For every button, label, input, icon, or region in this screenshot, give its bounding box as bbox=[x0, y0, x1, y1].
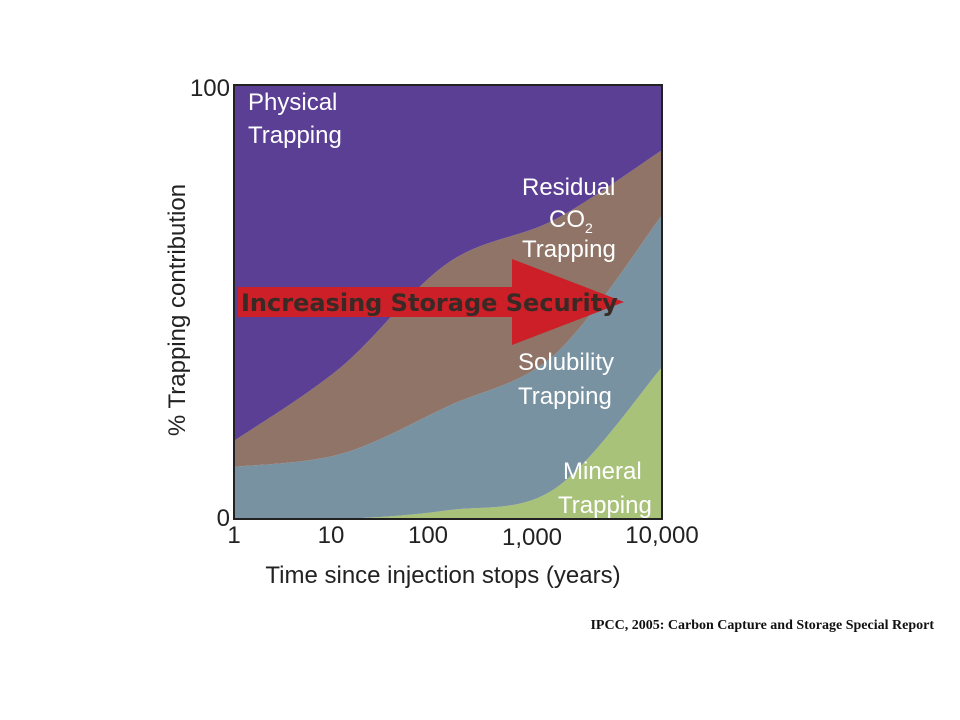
area-mineral-trapping bbox=[234, 367, 662, 520]
x-tick-10000: 10,000 bbox=[625, 522, 698, 549]
y-tick-100: 100 bbox=[190, 75, 230, 102]
plot-frame bbox=[233, 84, 663, 520]
x-axis-label: Time since injection stops (years) bbox=[265, 562, 620, 589]
x-tick-10: 10 bbox=[318, 522, 345, 549]
physical-label-2: Trapping bbox=[248, 122, 342, 149]
arrow-label: Increasing Storage Security bbox=[241, 289, 618, 317]
mineral-label-2: Trapping bbox=[558, 492, 652, 519]
storage-security-arrow: Increasing Storage Security bbox=[238, 259, 624, 345]
source-credit: IPCC, 2005: Carbon Capture and Storage S… bbox=[590, 618, 934, 633]
arrow-shape bbox=[238, 259, 624, 345]
x-tick-1000: 1,000 bbox=[502, 524, 562, 551]
residual-subscript: 2 bbox=[585, 220, 593, 236]
residual-co: CO bbox=[549, 206, 585, 233]
solubility-label-2: Trapping bbox=[518, 383, 612, 410]
x-tick-1: 1 bbox=[227, 522, 240, 549]
residual-label-2: CO2 bbox=[549, 206, 593, 236]
x-tick-100: 100 bbox=[408, 522, 448, 549]
residual-label-1: Residual bbox=[522, 174, 615, 201]
area-physical-trapping bbox=[234, 85, 662, 441]
y-axis-label: % Trapping contribution bbox=[164, 184, 191, 436]
mineral-label-1: Mineral bbox=[563, 458, 642, 485]
residual-label-3: Trapping bbox=[522, 236, 616, 263]
physical-label-1: Physical bbox=[248, 89, 337, 116]
y-tick-0: 0 bbox=[217, 505, 230, 532]
area-solubility-trapping bbox=[234, 215, 662, 520]
solubility-label-1: Solubility bbox=[518, 349, 614, 376]
